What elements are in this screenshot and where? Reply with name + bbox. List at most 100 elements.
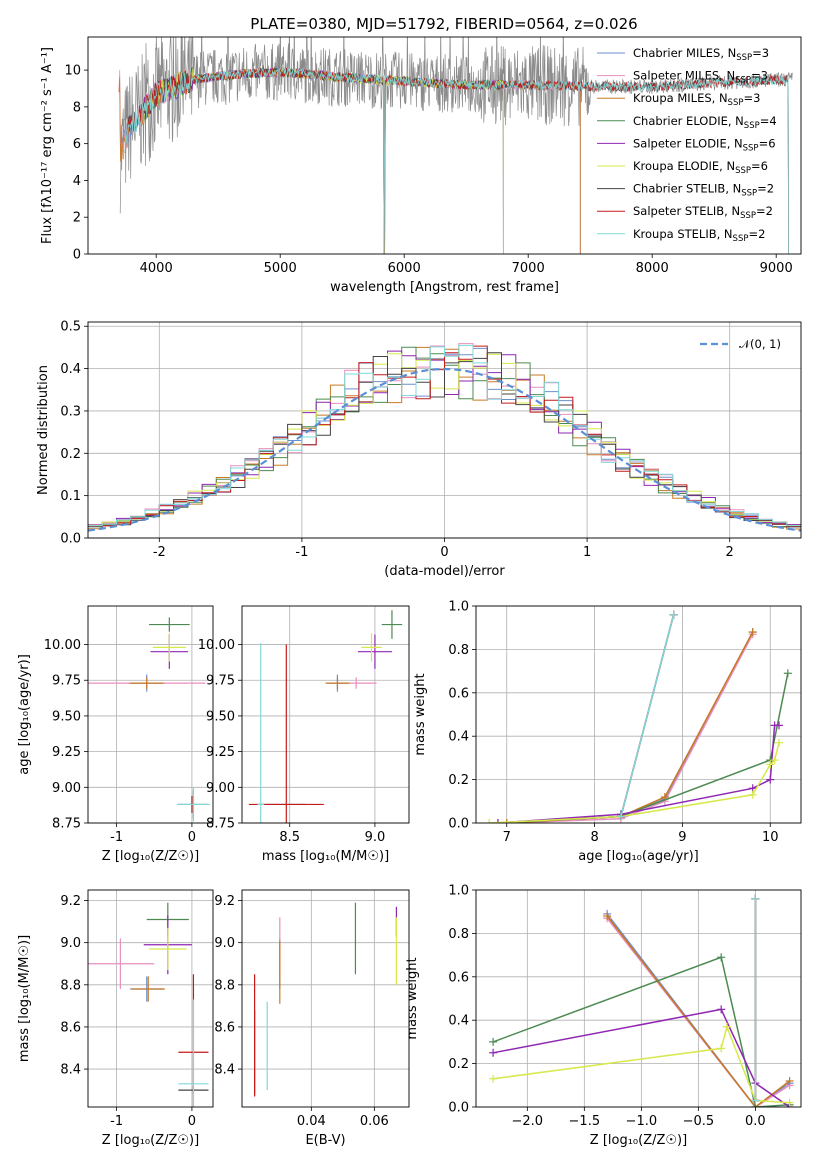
axes-frame [475, 889, 802, 1108]
legend-nssp: =6 [751, 159, 768, 173]
legend-text: Chabrier STELIB, N [633, 182, 741, 196]
y-tick-label: 1.0 [448, 884, 469, 899]
x-tick-label: 9.0 [365, 830, 386, 845]
y-tick-label: 0.2 [448, 773, 469, 788]
x-tick-label: 8 [590, 830, 598, 845]
model-spectrum [124, 67, 789, 254]
legend-subscript: SSP [728, 98, 744, 108]
plot-area [489, 894, 794, 1107]
x-tick-label: 9000 [760, 261, 793, 276]
y-tick-label: 0.0 [60, 532, 81, 547]
y-tick-label: 0.6 [448, 970, 469, 985]
y-axis-label: Normed distribution [36, 365, 51, 495]
axes-frame [87, 605, 214, 824]
x-tick-label: 0.04 [297, 1114, 326, 1129]
y-tick-label: 10.00 [198, 638, 235, 653]
x-axis-label: (data-model)/error [384, 564, 505, 579]
figure-title: PLATE=0380, MJD=51792, FIBERID=0564, z=0… [250, 15, 637, 33]
x-tick-label: 7 [503, 830, 511, 845]
y-tick-label: 8.6 [60, 1020, 81, 1035]
y-axis-label: mass [log₁₀(M/M☉)] [17, 935, 32, 1062]
y-tick-label: 0.8 [448, 927, 469, 942]
y-tick-label: 0.4 [60, 362, 81, 377]
x-tick-label: 0 [188, 830, 196, 845]
y-tick-label: 0.0 [448, 817, 469, 832]
y-tick-label: 0 [73, 248, 81, 263]
axes-4: 8.5 9.0 8.75 9.00 9.25 9.50 9.75 10.00 mass [log… [198, 605, 410, 864]
x-tick-label: 10 [762, 830, 779, 845]
plot-area [254, 902, 397, 1097]
legend-label: Chabrier STELIB, NSSP=2 [633, 182, 774, 199]
y-tick-label: 9.50 [206, 709, 235, 724]
x-axis-label: mass [log₁₀(M/M☉)] [262, 849, 389, 864]
y-tick-label: 9.25 [52, 745, 81, 760]
y-tick-label: 2 [73, 211, 81, 226]
y-tick-label: 9.75 [206, 674, 235, 689]
axes-frame [241, 889, 410, 1108]
x-tick-label: 6000 [388, 261, 421, 276]
x-tick-label: 0 [440, 545, 448, 560]
mass-weight-line [620, 614, 675, 817]
axes-frame [87, 36, 802, 255]
plot-area [248, 610, 403, 823]
x-tick-label: -1 [295, 545, 308, 560]
y-tick-label: 8.8 [214, 978, 235, 993]
legend-nssp: =3 [751, 69, 768, 83]
axes-6: -1 0 8.4 8.6 8.8 9.0 9.2 Z [log₁₀(Z/Z☉)] mass [l… [17, 889, 214, 1148]
legend-subscript: SSP [735, 76, 751, 86]
axes-frame [475, 605, 802, 824]
x-tick-label: 2 [726, 545, 734, 560]
y-tick-label: 9.50 [52, 709, 81, 724]
y-tick-label: 9.2 [214, 894, 235, 909]
y-tick-label: 8.75 [206, 817, 235, 832]
x-tick-label: 7000 [512, 261, 545, 276]
plot-area [88, 902, 209, 1107]
legend-nssp: =2 [757, 182, 774, 196]
legend-text: Kroupa STELIB, N [633, 227, 733, 241]
y-tick-label: 0.6 [448, 686, 469, 701]
axes-2: -2 -1 0 1 2 0.0 0.1 0.2 0.3 0.4 0.5 𝒩(0, 1) (data-mo… [36, 320, 802, 579]
legend-subscript: SSP [733, 234, 749, 244]
x-axis-label: Z [log₁₀(Z/Z☉)] [102, 849, 199, 864]
legend-label: Chabrier MILES, NSSP=3 [633, 46, 769, 63]
x-tick-label: 9 [678, 830, 686, 845]
y-tick-label: 0.8 [448, 643, 469, 658]
x-tick-label: 0 [188, 1114, 196, 1129]
y-tick-label: 0.2 [448, 1057, 469, 1072]
gaussian-curve [88, 367, 801, 532]
y-tick-label: 10.00 [44, 638, 81, 653]
legend-nssp: =6 [759, 136, 776, 150]
x-tick-label: 1 [583, 545, 591, 560]
axes-7: 0.04 0.06 8.4 8.6 8.8 9.0 9.2 E(B-V) [214, 889, 410, 1148]
y-tick-label: 8.75 [52, 817, 81, 832]
model-spectrum [124, 67, 789, 254]
legend-subscript: SSP [740, 211, 756, 221]
y-tick-label: 9.25 [206, 745, 235, 760]
x-tick-label: −1.0 [626, 1114, 658, 1129]
x-tick-label: 0.0 [745, 1114, 766, 1129]
axes-3: -1 0 8.75 9.00 9.25 9.50 9.75 10.00 Z [log₁₀(Z/Z… [17, 605, 214, 864]
x-axis-label: E(B-V) [305, 1133, 345, 1148]
y-tick-label: 6 [73, 137, 81, 152]
y-axis-label: mass weight [413, 673, 428, 755]
x-tick-label: 5000 [264, 261, 297, 276]
x-tick-label: −1.5 [569, 1114, 601, 1129]
axes-frame [241, 605, 410, 824]
model-spectrum [124, 66, 789, 254]
mass-weight-line [606, 913, 791, 1107]
x-tick-label: -1 [110, 1114, 123, 1129]
x-axis-label: Z [log₁₀(Z/Z☉)] [102, 1133, 199, 1148]
legend-label: Chabrier ELODIE, NSSP=4 [633, 114, 777, 131]
legend-text: Chabrier ELODIE, N [633, 114, 744, 128]
y-tick-label: 9.2 [60, 894, 81, 909]
x-tick-label: −2.0 [512, 1114, 544, 1129]
y-axis-label: mass weight [405, 957, 420, 1039]
y-tick-label: 0.0 [448, 1101, 469, 1116]
y-tick-label: 8.4 [214, 1063, 235, 1078]
legend-subscript: SSP [736, 53, 752, 63]
legend-text: Kroupa ELODIE, N [633, 159, 735, 173]
x-tick-label: -1 [110, 830, 123, 845]
y-tick-label: 8.8 [60, 978, 81, 993]
y-tick-label: 9.75 [52, 674, 81, 689]
mass-weight-line [492, 1008, 791, 1107]
